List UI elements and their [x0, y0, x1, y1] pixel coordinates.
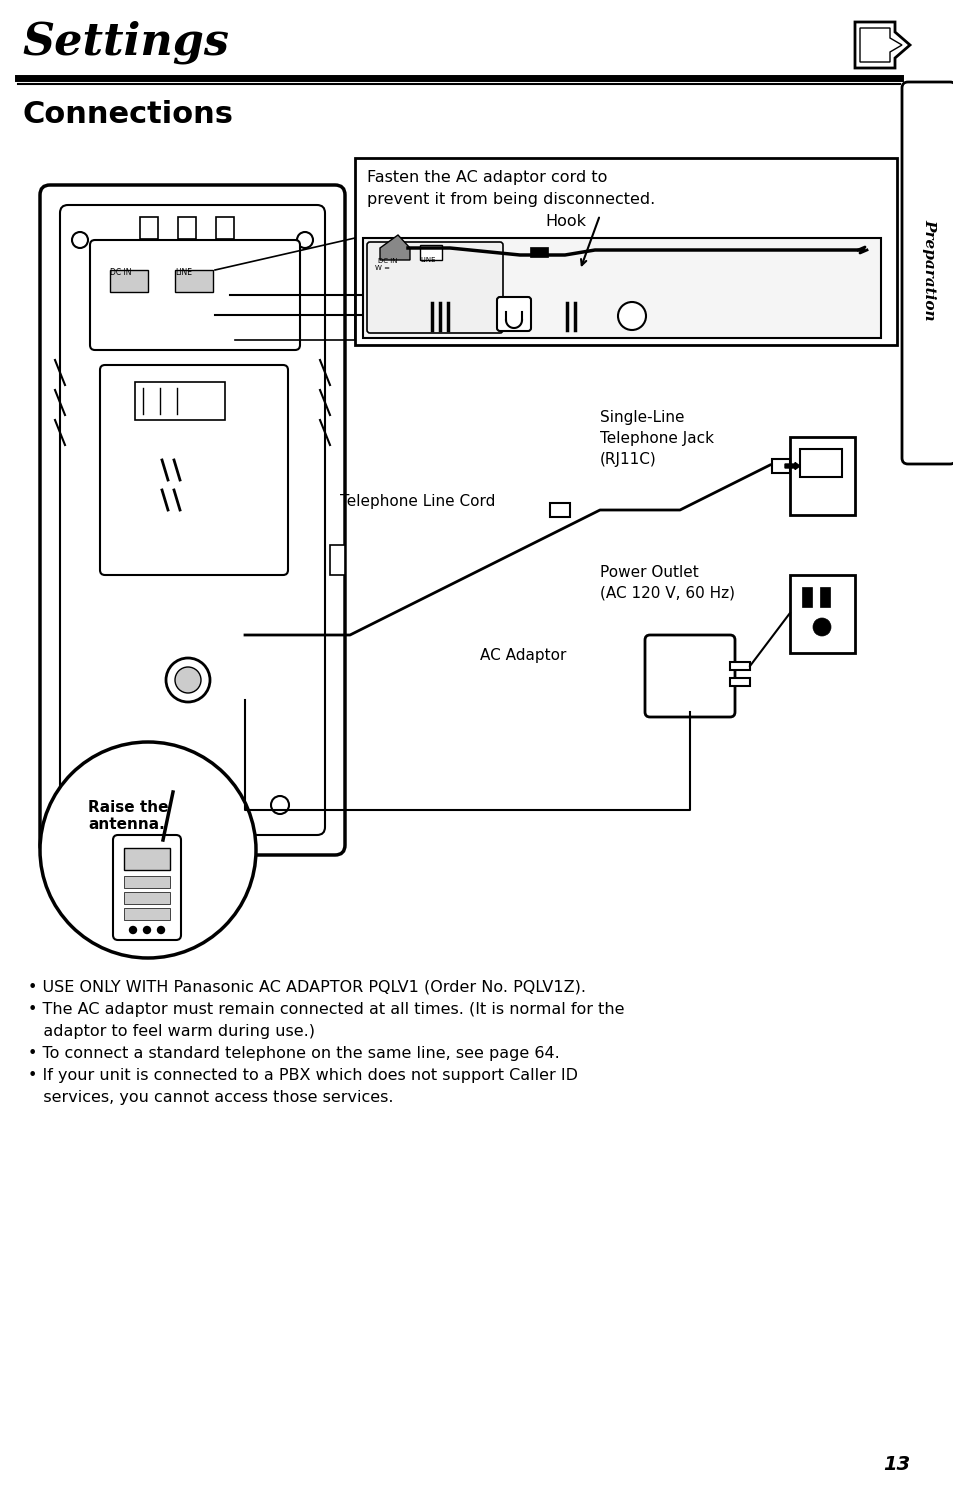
Circle shape — [166, 658, 210, 702]
Circle shape — [296, 232, 313, 248]
FancyBboxPatch shape — [644, 634, 734, 717]
Bar — [124, 908, 170, 920]
Circle shape — [174, 668, 201, 693]
Text: Raise the
antenna.: Raise the antenna. — [88, 800, 169, 832]
Text: • The AC adaptor must remain connected at all times. (It is normal for the: • The AC adaptor must remain connected a… — [28, 1002, 624, 1017]
Bar — [135, 382, 225, 420]
Text: Hook: Hook — [544, 214, 585, 230]
FancyBboxPatch shape — [367, 242, 502, 333]
Circle shape — [157, 927, 164, 933]
Bar — [820, 586, 829, 608]
FancyBboxPatch shape — [112, 836, 181, 940]
Text: 13: 13 — [882, 1455, 909, 1474]
FancyBboxPatch shape — [100, 364, 288, 574]
Text: • To connect a standard telephone on the same line, see page 64.: • To connect a standard telephone on the… — [28, 1046, 559, 1060]
Bar — [800, 448, 841, 477]
Text: adaptor to feel warm during use.): adaptor to feel warm during use.) — [28, 1024, 314, 1039]
Circle shape — [271, 796, 289, 814]
Text: LINE: LINE — [174, 268, 192, 278]
Polygon shape — [854, 22, 909, 68]
Text: Telephone Line Cord: Telephone Line Cord — [339, 494, 495, 508]
Circle shape — [91, 796, 109, 814]
Text: prevent it from being disconnected.: prevent it from being disconnected. — [367, 192, 655, 207]
Bar — [124, 847, 170, 870]
FancyArrow shape — [784, 462, 800, 470]
Text: • USE ONLY WITH Panasonic AC ADAPTOR PQLV1 (Order No. PQLV1Z).: • USE ONLY WITH Panasonic AC ADAPTOR PQL… — [28, 980, 585, 994]
Bar — [530, 248, 547, 256]
Circle shape — [40, 742, 255, 958]
FancyBboxPatch shape — [40, 184, 345, 855]
Circle shape — [130, 927, 136, 933]
Bar — [419, 244, 441, 260]
Text: DC IN: DC IN — [377, 258, 397, 264]
Text: DC IN: DC IN — [110, 268, 132, 278]
Text: Single-Line
Telephone Jack
(RJ11C): Single-Line Telephone Jack (RJ11C) — [599, 410, 713, 466]
Bar — [124, 876, 170, 888]
FancyBboxPatch shape — [60, 206, 325, 836]
Bar — [140, 217, 158, 238]
Bar — [124, 892, 170, 904]
Bar — [801, 586, 811, 608]
Text: LINE: LINE — [419, 256, 435, 262]
Text: Connections: Connections — [22, 100, 233, 129]
Text: Settings: Settings — [22, 20, 229, 63]
Bar — [729, 678, 749, 686]
Bar — [330, 544, 345, 574]
Bar — [215, 217, 233, 238]
Bar — [363, 238, 880, 338]
Text: • If your unit is connected to a PBX which does not support Caller ID: • If your unit is connected to a PBX whi… — [28, 1068, 578, 1083]
Text: Preparation: Preparation — [921, 219, 935, 321]
FancyBboxPatch shape — [497, 297, 531, 332]
FancyBboxPatch shape — [90, 240, 299, 350]
Circle shape — [71, 232, 88, 248]
Bar — [110, 270, 148, 292]
Text: Power Outlet
(AC 120 V, 60 Hz): Power Outlet (AC 120 V, 60 Hz) — [599, 566, 734, 602]
Polygon shape — [379, 236, 410, 260]
Circle shape — [618, 302, 645, 330]
FancyBboxPatch shape — [901, 82, 953, 464]
Bar — [178, 217, 195, 238]
Text: Fasten the AC adaptor cord to: Fasten the AC adaptor cord to — [367, 170, 607, 184]
Text: AC Adaptor: AC Adaptor — [479, 648, 566, 663]
Circle shape — [812, 618, 830, 636]
Bar — [355, 158, 896, 345]
Text: services, you cannot access those services.: services, you cannot access those servic… — [28, 1090, 393, 1106]
FancyBboxPatch shape — [789, 574, 854, 652]
Bar — [729, 662, 749, 670]
FancyBboxPatch shape — [789, 436, 854, 514]
Bar — [174, 270, 213, 292]
Text: W =: W = — [375, 266, 390, 272]
Polygon shape — [859, 28, 901, 62]
Bar — [550, 503, 569, 518]
Bar — [771, 459, 789, 472]
Circle shape — [143, 927, 151, 933]
